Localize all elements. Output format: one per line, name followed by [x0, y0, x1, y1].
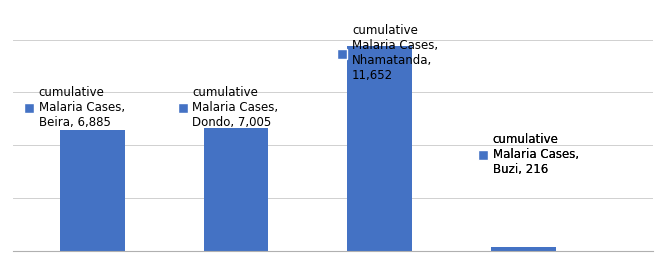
Bar	[491, 247, 555, 251]
Legend: cumulative
Malaria Cases,
Buzi, 216: cumulative Malaria Cases, Buzi, 216	[480, 133, 579, 176]
Bar	[60, 130, 125, 251]
Bar	[204, 128, 268, 251]
Bar	[348, 46, 412, 251]
